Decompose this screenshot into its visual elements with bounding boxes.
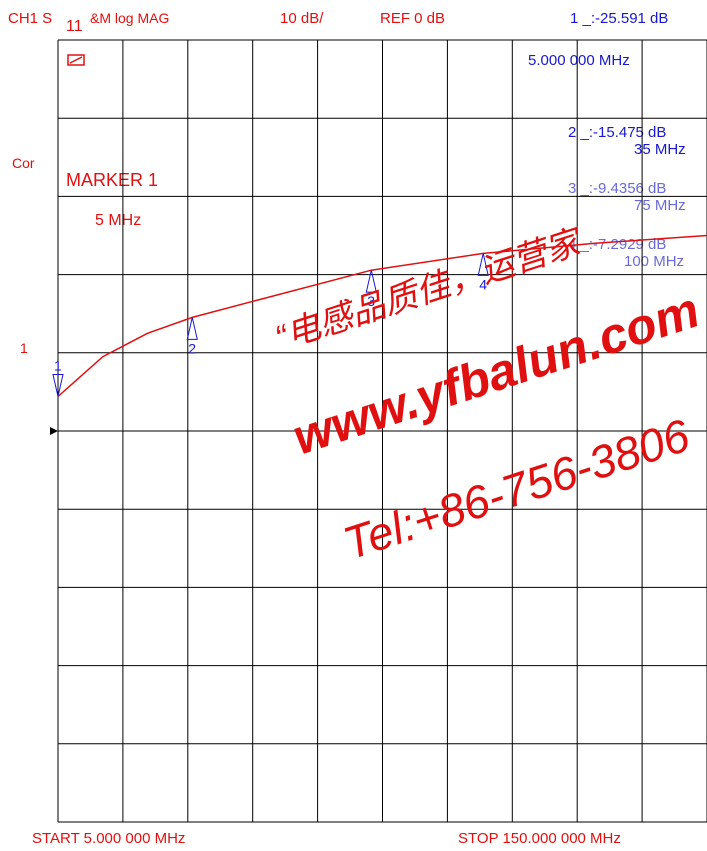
stop-frequency: STOP 150.000 000 MHz bbox=[458, 830, 621, 847]
marker-4-frequency: 100 MHz bbox=[624, 253, 685, 270]
correction-indicator: Cor bbox=[12, 155, 35, 171]
scale-label: 10 dB/ bbox=[280, 10, 324, 27]
active-marker-readout: 1 _:-25.591 dB bbox=[570, 10, 669, 27]
start-frequency: START 5.000 000 MHz bbox=[32, 830, 186, 847]
calibration-glyph-icon bbox=[67, 54, 85, 66]
marker-1-label: 1 bbox=[54, 358, 62, 374]
format-label: &M log MAG bbox=[90, 10, 170, 26]
marker-2-frequency: 35 MHz bbox=[634, 141, 686, 158]
channel-number: 1 bbox=[20, 340, 28, 356]
s-parameter-subscript: 11 bbox=[66, 18, 83, 35]
marker-3-label: 3 bbox=[367, 293, 375, 309]
marker-4-symbol bbox=[477, 253, 489, 276]
marker-3-symbol bbox=[365, 270, 377, 293]
trace-line bbox=[57, 234, 707, 398]
marker-title: MARKER 1 bbox=[66, 170, 159, 190]
marker-2-symbol bbox=[186, 317, 198, 340]
reference-pointer-icon bbox=[50, 427, 58, 435]
channel-label: CH1 S bbox=[8, 10, 53, 27]
marker-1-frequency: 5.000 000 MHz bbox=[528, 52, 630, 69]
reference-label: REF 0 dB bbox=[380, 10, 446, 27]
marker-value: 5 MHz bbox=[95, 212, 142, 229]
marker-1-symbol bbox=[52, 374, 64, 397]
marker-2-label: 2 bbox=[188, 340, 196, 356]
marker-4-label: 4 bbox=[479, 276, 487, 292]
graticule bbox=[57, 39, 707, 823]
marker-3-frequency: 75 MHz bbox=[634, 197, 686, 214]
